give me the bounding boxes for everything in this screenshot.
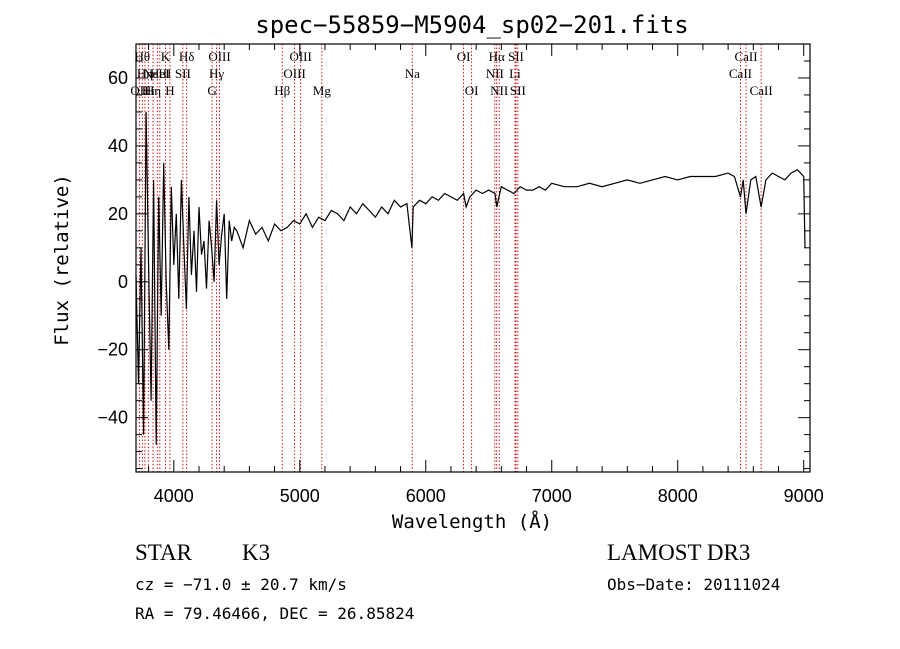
coordinates-text: RA = 79.46466, DEC = 26.85824 xyxy=(135,604,414,623)
spectral-line-markers xyxy=(138,44,762,472)
chart-title: spec−55859−M5904_sp02−201.fits xyxy=(255,11,688,39)
object-subclass-label: K3 xyxy=(242,540,270,565)
x-tick-label: 5000 xyxy=(280,486,320,506)
plot-frame xyxy=(135,43,811,473)
spectral-line-label: Hi xyxy=(142,83,155,98)
spectral-line-label: Hη xyxy=(145,83,161,98)
spectral-line-label: SII xyxy=(508,49,524,64)
y-tick-label: −20 xyxy=(97,340,128,360)
x-tick-label: 6000 xyxy=(406,486,446,506)
spectral-line-label: Hγ xyxy=(209,66,224,81)
spectral-line-label: Mg xyxy=(313,83,332,98)
spectral-line-label: OIII xyxy=(289,49,311,64)
spectral-line-label: OII xyxy=(130,83,148,98)
spectral-line-label: NII xyxy=(486,66,504,81)
spectral-line-label: HeI xyxy=(150,66,170,81)
spectral-line-label: G xyxy=(207,83,216,98)
spectral-line-label: OI xyxy=(465,83,479,98)
spectral-line-label: Li xyxy=(509,66,521,81)
spectral-line-label: Hα xyxy=(489,49,505,64)
spectral-line-label: OIII xyxy=(283,66,305,81)
spectral-line-label: NeIII xyxy=(143,66,171,81)
spectral-line-label: Hη xyxy=(137,66,153,81)
y-tick-label: 40 xyxy=(108,136,128,156)
spectral-line-label: OI xyxy=(457,49,471,64)
x-tick-label: 7000 xyxy=(532,486,572,506)
spectral-line-label: SII xyxy=(510,83,526,98)
y-tick-label: 0 xyxy=(118,272,128,292)
spectral-line-label: K xyxy=(161,49,171,64)
x-axis-label: Wavelength (Å) xyxy=(392,510,552,533)
survey-label: LAMOST DR3 xyxy=(607,540,750,565)
y-tick-label: −40 xyxy=(97,408,128,428)
x-tick-label: 4000 xyxy=(154,486,194,506)
spectral-line-label: H xyxy=(165,83,174,98)
y-tick-label: 20 xyxy=(108,204,128,224)
y-tick-label: 60 xyxy=(108,68,128,88)
spectral-line-labels: OIIHθHηHiHηNeIIIHeIKHSIIHδGHγOIIIHβOIIIO… xyxy=(130,49,772,98)
x-tick-label: 9000 xyxy=(784,486,824,506)
obs-date-text: Obs−Date: 20111024 xyxy=(607,575,780,594)
y-axis-label: Flux (relative) xyxy=(51,174,73,346)
spectral-line-label: NII xyxy=(490,83,508,98)
spectral-line-label: Hβ xyxy=(274,83,290,98)
x-axis-ticks: 4000 5000 6000 7000 8000 9000 xyxy=(148,44,824,506)
spectral-line-label: SII xyxy=(175,66,191,81)
spectral-line-label: CaII xyxy=(734,49,757,64)
spectral-line-label: Hδ xyxy=(179,49,195,64)
spectral-line-label: OIII xyxy=(208,49,230,64)
redshift-text: cz = −71.0 ± 20.7 km/s xyxy=(135,575,347,594)
spectral-line-label: CaII xyxy=(729,66,752,81)
object-class-label: STAR xyxy=(135,540,193,565)
spectrum-series-line xyxy=(135,111,806,445)
spectral-line-label: Na xyxy=(405,66,420,81)
x-tick-label: 8000 xyxy=(658,486,698,506)
spectral-line-label: Hθ xyxy=(134,49,150,64)
spectral-line-label: CaII xyxy=(750,83,773,98)
y-axis-ticks: −40 −20 0 20 40 60 xyxy=(97,43,810,470)
